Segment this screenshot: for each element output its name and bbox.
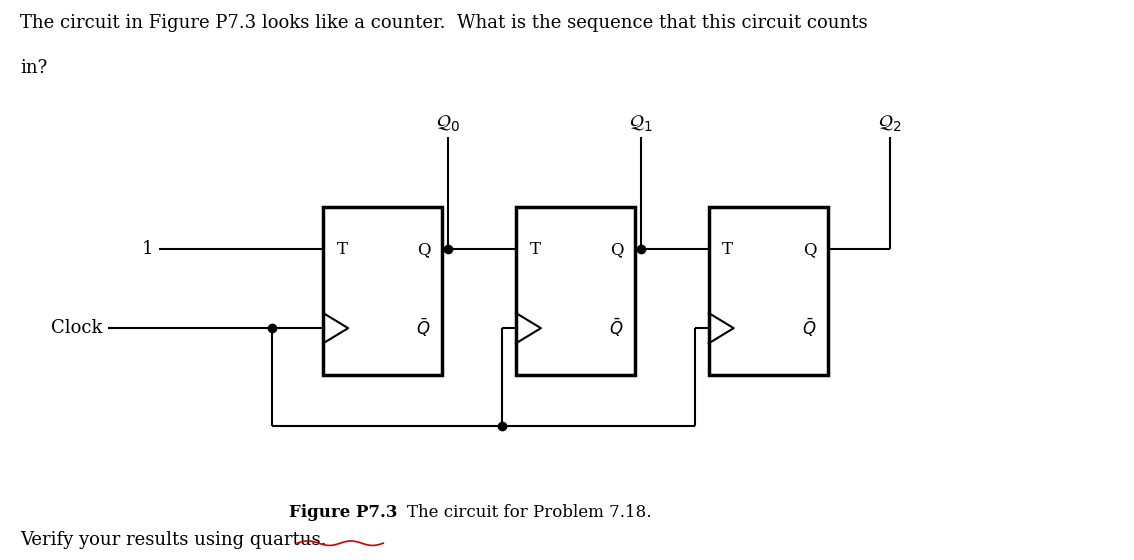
Text: Figure P7.3: Figure P7.3 — [289, 504, 398, 521]
Bar — [709, 207, 828, 375]
Text: T: T — [722, 241, 734, 258]
Bar — [323, 207, 442, 375]
Text: $\bar{Q}$: $\bar{Q}$ — [802, 317, 816, 339]
Text: $\mathcal{Q}_2$: $\mathcal{Q}_2$ — [878, 114, 903, 134]
Text: Q: Q — [803, 241, 816, 258]
Text: Q: Q — [417, 241, 431, 258]
Text: T: T — [530, 241, 541, 258]
Bar — [516, 207, 635, 375]
Text: Verify your results using quartus.: Verify your results using quartus. — [20, 531, 327, 549]
Text: The circuit for Problem 7.18.: The circuit for Problem 7.18. — [386, 504, 651, 521]
Text: The circuit in Figure P7.3 looks like a counter.  What is the sequence that this: The circuit in Figure P7.3 looks like a … — [20, 14, 868, 32]
Text: $\bar{Q}$: $\bar{Q}$ — [416, 317, 431, 339]
Text: $\bar{Q}$: $\bar{Q}$ — [609, 317, 624, 339]
Text: $\mathcal{Q}_0$: $\mathcal{Q}_0$ — [435, 114, 460, 134]
Text: in?: in? — [20, 59, 48, 77]
Text: $\mathcal{Q}_1$: $\mathcal{Q}_1$ — [628, 114, 653, 134]
Text: T: T — [337, 241, 348, 258]
Text: Q: Q — [610, 241, 624, 258]
Text: Clock: Clock — [51, 319, 102, 337]
Text: 1: 1 — [142, 240, 153, 258]
